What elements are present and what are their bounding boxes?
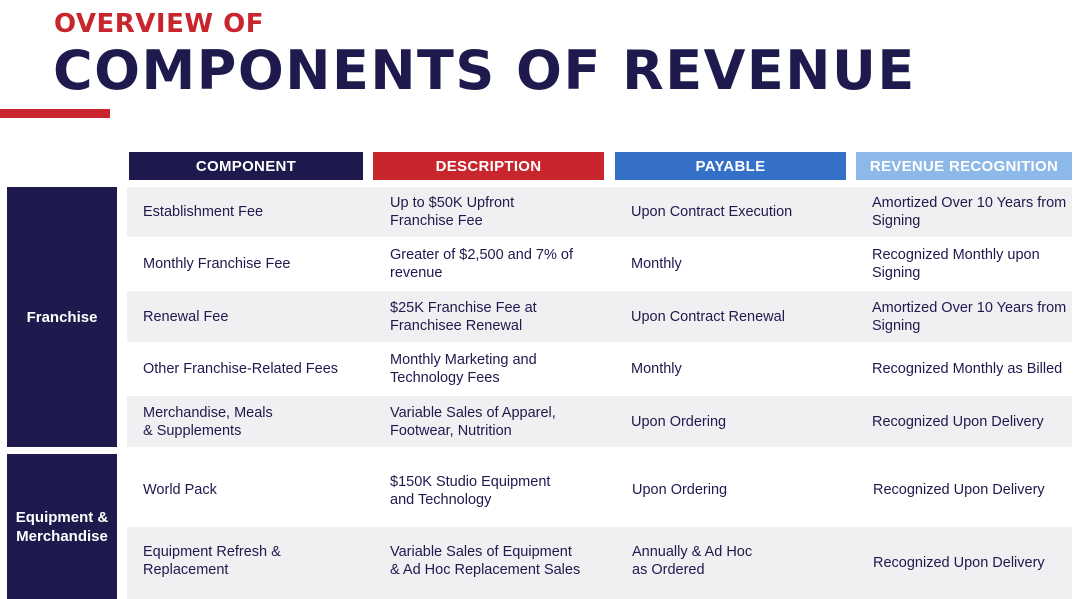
cell-description: $25K Franchise Fee at Franchisee Renewal — [390, 299, 537, 334]
cell-payable: Monthly — [631, 361, 682, 377]
table-row: World Pack $150K Studio Equipment and Te… — [127, 455, 1072, 525]
cell-revenue-recognition: Amortized Over 10 Years from Signing — [872, 299, 1067, 334]
slide-title: COMPONENTS OF REVENUE — [53, 39, 916, 102]
column-header-payable: PAYABLE — [615, 152, 846, 180]
cell-payable: Upon Ordering — [632, 482, 728, 498]
cell-payable: Annually & Ad Hoc as Ordered — [632, 544, 753, 578]
group-label-text: Franchise — [26, 308, 98, 326]
cell-description: Greater of $2,500 and 7% of revenue — [390, 247, 573, 281]
cell-revenue-recognition: Recognized Upon Delivery — [873, 482, 1045, 498]
cell-component: Renewal Fee — [143, 308, 229, 325]
cell-payable: Upon Contract Execution — [631, 204, 793, 220]
cell-revenue-recognition: Amortized Over 10 Years from Signing — [872, 195, 1067, 229]
cell-revenue-recognition: Recognized Monthly upon Signing — [872, 247, 1040, 281]
cell-description: Variable Sales of Apparel, Footwear, Nut… — [390, 404, 556, 439]
cell-payable: Monthly — [631, 256, 682, 272]
column-header-revenue-recognition: REVENUE RECOGNITION — [856, 152, 1072, 180]
cell-description: Monthly Marketing and Technology Fees — [390, 352, 537, 386]
table-row: Other Franchise-Related Fees Monthly Mar… — [127, 344, 1072, 394]
group-label-equipment-merchandise: Equipment & Merchandise — [7, 454, 117, 599]
cell-revenue-recognition: Recognized Monthly as Billed — [872, 361, 1063, 377]
cell-description: Up to $50K Upfront Franchise Fee — [390, 195, 515, 229]
table-row: Establishment Fee Up to $50K Upfront Fra… — [127, 187, 1072, 237]
column-header-component: COMPONENT — [129, 152, 363, 180]
cell-component: World Pack — [143, 482, 217, 498]
cell-description: Variable Sales of Equipment & Ad Hoc Rep… — [390, 544, 581, 578]
table-row: Renewal Fee $25K Franchise Fee at Franch… — [127, 291, 1072, 342]
cell-component: Merchandise, Meals & Supplements — [143, 404, 273, 439]
table-row: Monthly Franchise Fee Greater of $2,500 … — [127, 239, 1072, 289]
cell-component: Establishment Fee — [143, 204, 264, 220]
cell-component: Other Franchise-Related Fees — [143, 361, 339, 377]
cell-component: Equipment Refresh & Replacement — [143, 544, 281, 578]
column-header-description: DESCRIPTION — [373, 152, 604, 180]
cell-component: Monthly Franchise Fee — [143, 256, 291, 272]
group-label-franchise: Franchise — [7, 187, 117, 447]
cell-payable: Upon Ordering — [631, 413, 727, 430]
table-row: Equipment Refresh & Replacement Variable… — [127, 527, 1072, 599]
table-row: Merchandise, Meals & Supplements Variabl… — [127, 396, 1072, 447]
cell-payable: Upon Contract Renewal — [631, 308, 785, 325]
group-label-text: Equipment & Merchandise — [15, 508, 109, 545]
cell-revenue-recognition: Recognized Upon Delivery — [873, 555, 1045, 571]
cell-revenue-recognition: Recognized Upon Delivery — [872, 413, 1044, 430]
slide-overline: OVERVIEW OF — [54, 9, 264, 39]
title-accent-rule — [0, 109, 110, 118]
cell-description: $150K Studio Equipment and Technology — [390, 474, 551, 508]
